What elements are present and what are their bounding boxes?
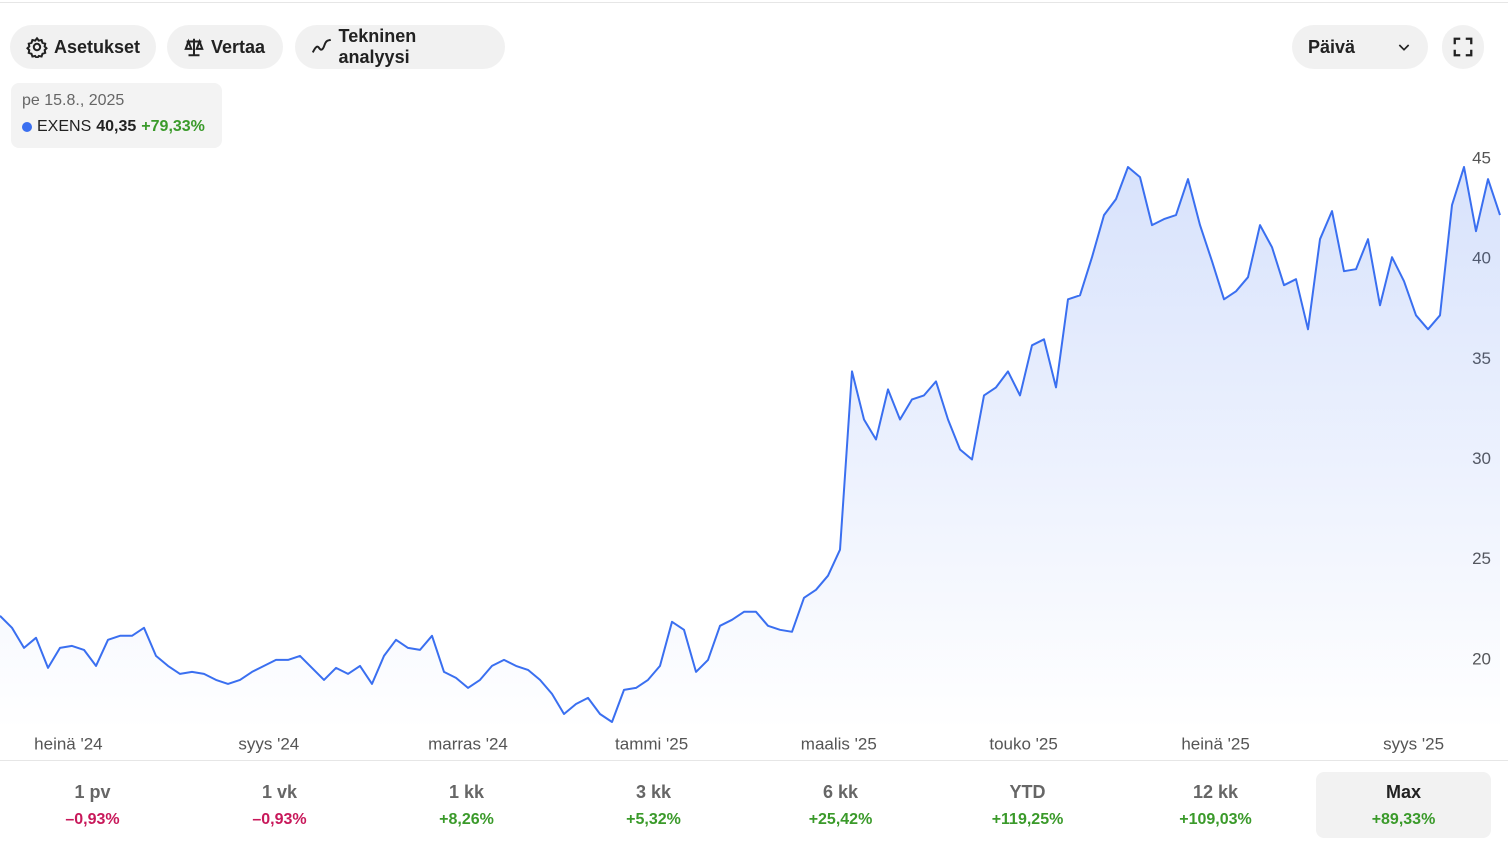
range-label: 1 pv [74, 782, 111, 802]
range-button[interactable]: 12 kk +109,03% [1128, 772, 1303, 838]
series-dot [22, 122, 32, 132]
settings-button[interactable]: Asetukset [10, 25, 156, 69]
technical-label: Tekninen analyysi [338, 26, 417, 67]
range-button[interactable]: 1 pv –0,93% [5, 772, 180, 838]
range-label: Max [1385, 782, 1421, 802]
top-border [0, 2, 1508, 3]
range-button[interactable]: 3 kk +5,32% [566, 772, 741, 838]
range-button[interactable]: 1 vk –0,93% [192, 772, 367, 838]
range-change: +119,25% [991, 811, 1064, 828]
range-label: 1 kk [448, 782, 485, 802]
range-label: 12 kk [1192, 782, 1239, 802]
tooltip: pe 15.8., 2025 EXENS 40,35 +79,33% [11, 83, 222, 148]
range-button[interactable]: 6 kk +25,42% [753, 772, 928, 838]
x-tick-label: touko '25 [989, 734, 1057, 753]
technical-button[interactable]: Tekninen analyysi [295, 25, 505, 69]
x-tick-label: syys '24 [238, 734, 299, 753]
range-button[interactable]: YTD +119,25% [940, 772, 1115, 838]
range-change: +89,33% [1371, 811, 1436, 828]
price-line [0, 166, 1501, 723]
range-change: –0,93% [65, 811, 120, 828]
range-label: 1 vk [261, 782, 298, 802]
x-tick-label: heinä '25 [1181, 734, 1249, 753]
x-tick-label: maalis '25 [801, 734, 877, 753]
interval-dropdown[interactable]: Päivä [1292, 25, 1428, 69]
range-label: YTD [1009, 782, 1046, 802]
x-tick-label: syys '25 [1383, 734, 1444, 753]
tooltip-date: pe 15.8., 2025 [22, 92, 125, 109]
range-button[interactable]: Max +89,33% [1316, 772, 1491, 838]
y-tick-label: 45 [1472, 149, 1491, 168]
range-change: –0,93% [252, 811, 307, 828]
x-tick-label: marras '24 [428, 734, 508, 753]
range-change: +8,26% [439, 811, 494, 828]
range-label: 3 kk [635, 782, 672, 802]
series-name: EXENS [37, 118, 92, 135]
x-tick-label: heinä '24 [34, 734, 102, 753]
x-tick-label: tammi '25 [615, 734, 688, 753]
tooltip-price: 40,35 [96, 118, 137, 135]
range-change: +25,42% [808, 811, 873, 828]
area-fill [0, 167, 1500, 730]
interval-label: Päivä [1308, 36, 1356, 57]
divider [0, 760, 1508, 761]
range-change: +109,03% [1179, 811, 1252, 828]
tooltip-change: +79,33% [141, 118, 205, 135]
compare-button[interactable]: Vertaa [167, 25, 283, 69]
fullscreen-button[interactable] [1442, 25, 1484, 69]
range-change: +5,32% [626, 811, 681, 828]
range-label: 6 kk [822, 782, 859, 802]
compare-label: Vertaa [211, 36, 266, 57]
settings-label: Asetukset [53, 36, 140, 57]
range-button[interactable]: 1 kk +8,26% [379, 772, 554, 838]
